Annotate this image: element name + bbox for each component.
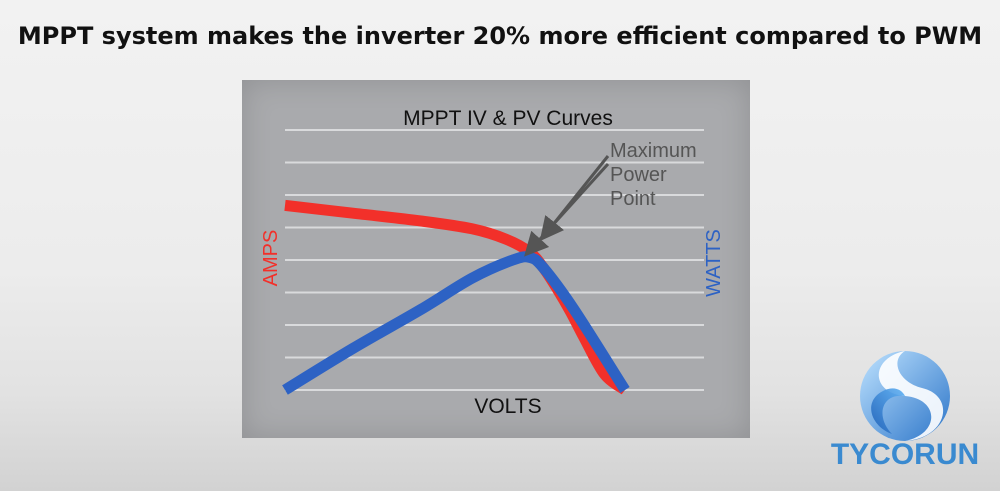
brand-name: TYCORUN [830,438,980,471]
swirl-logo-icon [860,351,950,441]
grid-layer [285,129,704,391]
annotation-arrow [524,162,610,257]
headline: MPPT system makes the inverter 20% more … [17,22,983,50]
series-layer [282,199,630,395]
annotation-line-3: Point [610,188,656,210]
x-axis-label: VOLTS [474,395,541,418]
annotation-arrows [524,155,610,257]
chart-title: MPPT IV & PV Curves [403,107,613,130]
y-axis-label-right: WATTS [703,229,725,297]
chart-svg: MPPT IV & PV Curves AMPS WATTS VOLTS Max… [260,107,725,418]
annotation-line-2: Power [610,164,667,186]
chart-panel: MPPT IV & PV Curves AMPS WATTS VOLTS Max… [242,80,750,438]
annotation-line-1: Maximum [610,140,697,162]
brand-logo: TYCORUN [830,338,980,471]
y-axis-label-left: AMPS [260,230,282,287]
power-curve [282,251,630,395]
